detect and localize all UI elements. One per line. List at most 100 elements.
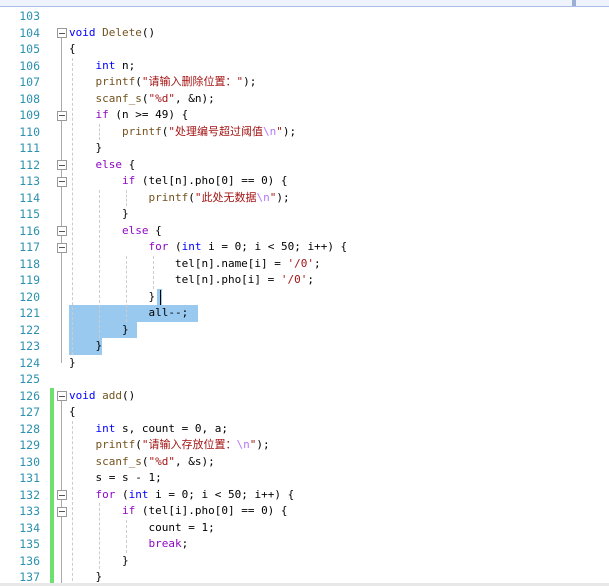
code-token (69, 504, 122, 517)
code-token: "请输入存放位置： (141, 438, 237, 451)
indent-guide (126, 519, 127, 553)
code-token: } (69, 207, 129, 220)
fold-toggle-icon[interactable] (57, 160, 67, 170)
code-token: } (69, 322, 129, 336)
code-line: void add() (69, 388, 135, 405)
selection-highlight (69, 321, 137, 338)
text-cursor (160, 289, 161, 305)
code-line: else { (69, 223, 162, 240)
code-token: i = 0; i < 50; i++) { (148, 487, 295, 501)
code-token: "%d" (148, 454, 175, 468)
code-token: ); (243, 75, 257, 88)
line-number: 131 (19, 471, 40, 485)
line-number: 132 (19, 487, 40, 502)
line-number: 115 (19, 207, 40, 221)
code-token (69, 224, 122, 237)
code-token: if (121, 504, 136, 517)
code-line: } (69, 322, 129, 339)
code-token: else (95, 157, 123, 171)
code-token (69, 537, 148, 550)
indent-guide (72, 57, 73, 355)
code-token (69, 422, 96, 435)
code-line: int n; (69, 58, 136, 75)
code-line: printf("请输入存放位置：\n"); (69, 437, 270, 454)
line-number: 107 (19, 75, 40, 89)
line-number: 127 (19, 405, 40, 419)
code-line: tel[n].pho[i] = '/0'; (69, 272, 314, 289)
code-line: scanf_s("%d", &s); (69, 454, 215, 471)
code-token: n; (115, 58, 136, 72)
fold-toggle-icon[interactable] (57, 110, 67, 121)
line-number: 137 (19, 570, 40, 584)
code-token: { (148, 223, 162, 237)
line-number: 134 (19, 520, 40, 535)
code-line: printf("处理编号超过阈值\n"); (69, 124, 296, 141)
indent-guide (126, 255, 127, 322)
line-number: 105 (19, 42, 40, 56)
code-editor[interactable]: 103 104 void Delete() 105{106 int n; 107 pri… (0, 8, 609, 586)
code-token: '/0' (280, 273, 308, 286)
code-token: void (69, 25, 96, 39)
code-token: { (122, 157, 136, 171)
code-token: void (69, 388, 96, 402)
code-token (69, 75, 96, 88)
indent-guide (153, 255, 154, 289)
code-token: (tel[i].pho[0] == 0) { (135, 504, 288, 517)
line-number: 119 (19, 273, 40, 287)
line-number: 125 (19, 372, 40, 386)
fold-toggle-icon[interactable] (57, 226, 67, 236)
code-token: } (69, 141, 103, 154)
line-number: 121 (19, 306, 40, 320)
code-line: else { (69, 157, 136, 174)
code-token: " (249, 438, 257, 451)
code-token (69, 438, 96, 451)
indent-guide (126, 189, 127, 206)
changed-lines-marker (50, 387, 54, 586)
tab-bar (0, 0, 609, 7)
line-number: 111 (19, 141, 40, 155)
line-number: 116 (19, 223, 40, 238)
selection-highlight (69, 305, 198, 322)
code-token: for (95, 487, 116, 501)
code-line: for (int i = 0; i < 50; i++) { (69, 487, 295, 504)
code-line: } (69, 338, 102, 355)
code-token (69, 125, 122, 138)
fold-toggle-icon[interactable] (57, 176, 67, 187)
code-token: i = 0; i < 50; i++) { (201, 240, 348, 253)
code-token: ); (256, 438, 270, 451)
code-token: ; (314, 256, 321, 270)
code-token: count = 1; (69, 520, 215, 534)
indent-guide (99, 503, 100, 569)
code-token: printf (95, 75, 136, 88)
code-token: " (276, 124, 283, 138)
fold-toggle-icon[interactable] (57, 506, 67, 517)
code-token: else (121, 223, 149, 237)
code-token (69, 455, 96, 468)
code-token: ( (141, 91, 149, 105)
horizontal-scrollbar[interactable] (0, 583, 609, 586)
code-line: count = 1; (69, 520, 215, 537)
code-token: , &s); (174, 454, 215, 468)
line-number: 130 (19, 454, 40, 469)
line-number: 113 (19, 174, 40, 188)
fold-toggle-icon[interactable] (57, 490, 67, 500)
code-line: } (69, 553, 129, 570)
code-token (69, 108, 96, 121)
fold-toggle-icon[interactable] (57, 391, 67, 401)
line-number: 112 (19, 157, 40, 172)
line-number: 106 (19, 58, 40, 73)
line-number: 126 (19, 388, 40, 403)
code-token: printf (148, 190, 189, 204)
code-token: printf (95, 438, 136, 451)
code-token: (n >= 49) { (108, 108, 189, 121)
code-token (69, 488, 96, 501)
line-number: 133 (19, 504, 40, 518)
code-line: } (69, 355, 76, 372)
code-token: " (269, 190, 277, 204)
splitter[interactable] (572, 0, 576, 6)
code-token (69, 191, 148, 204)
code-line: int s, count = 0, a; (69, 421, 228, 438)
line-number: 118 (19, 256, 40, 271)
fold-toggle-icon[interactable] (57, 28, 67, 38)
fold-toggle-icon[interactable] (57, 242, 67, 253)
